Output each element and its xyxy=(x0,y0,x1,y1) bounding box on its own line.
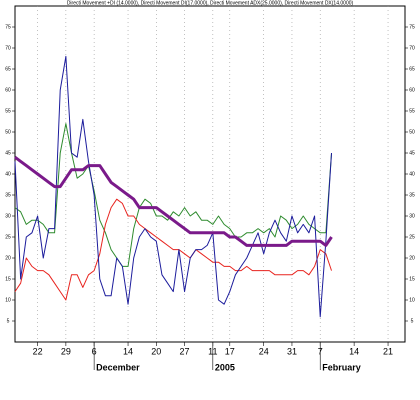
y-tick-label: 75 xyxy=(409,24,415,30)
series-line xyxy=(14,123,333,267)
y-tick-label: 20 xyxy=(409,255,415,261)
y-tick-label: 70 xyxy=(409,45,415,51)
y-tick-label: 75 xyxy=(5,24,11,30)
y-tick-label: 40 xyxy=(409,171,415,177)
y-tick-label: 60 xyxy=(5,87,11,93)
y-tick-label: 25 xyxy=(5,234,11,240)
x-group-label: February xyxy=(322,362,361,372)
y-tick-label: 65 xyxy=(5,66,11,72)
y-tick-label: 15 xyxy=(5,276,11,282)
y-tick-label: 65 xyxy=(409,66,415,72)
chart-title: Directi Movement +DI (14.0000), Directi … xyxy=(67,0,354,6)
x-tick-label: 14 xyxy=(123,346,133,356)
x-group-label: December xyxy=(96,362,140,372)
y-tick-label: 40 xyxy=(5,171,11,177)
x-tick-label: 21 xyxy=(383,346,393,356)
x-tick-label: 14 xyxy=(349,346,359,356)
y-tick-label: 10 xyxy=(5,297,11,303)
y-tick-label: 50 xyxy=(409,129,415,135)
y-tick-label: 55 xyxy=(5,108,11,114)
y-tick-label: 25 xyxy=(409,234,415,240)
y-tick-label: 45 xyxy=(5,150,11,156)
series-line xyxy=(14,198,332,301)
y-tick-label: 5 xyxy=(411,318,414,324)
y-tick-label: 30 xyxy=(5,213,11,219)
y-tick-label: 55 xyxy=(409,108,415,114)
y-tick-label: 35 xyxy=(409,192,415,198)
x-tick-label: 24 xyxy=(259,346,269,356)
y-tick-label: 20 xyxy=(5,255,11,261)
x-group-label: 2005 xyxy=(215,362,235,372)
y-tick-label: 15 xyxy=(409,276,415,282)
y-tick-label: 70 xyxy=(5,45,11,51)
y-tick-label: 50 xyxy=(5,129,11,135)
y-tick-label: 60 xyxy=(409,87,415,93)
x-tick-label: 17 xyxy=(225,346,235,356)
x-tick-label: 27 xyxy=(180,346,190,356)
series-line xyxy=(14,155,333,247)
x-tick-label: 29 xyxy=(61,346,71,356)
series-line xyxy=(14,55,333,318)
y-tick-label: 45 xyxy=(409,150,415,156)
y-tick-label: 30 xyxy=(409,213,415,219)
y-tick-label: 10 xyxy=(409,297,415,303)
x-tick-label: 20 xyxy=(151,346,161,356)
x-tick-label: 22 xyxy=(33,346,43,356)
x-tick-label: 31 xyxy=(287,346,297,356)
y-tick-label: 5 xyxy=(7,318,10,324)
y-tick-label: 35 xyxy=(5,192,11,198)
